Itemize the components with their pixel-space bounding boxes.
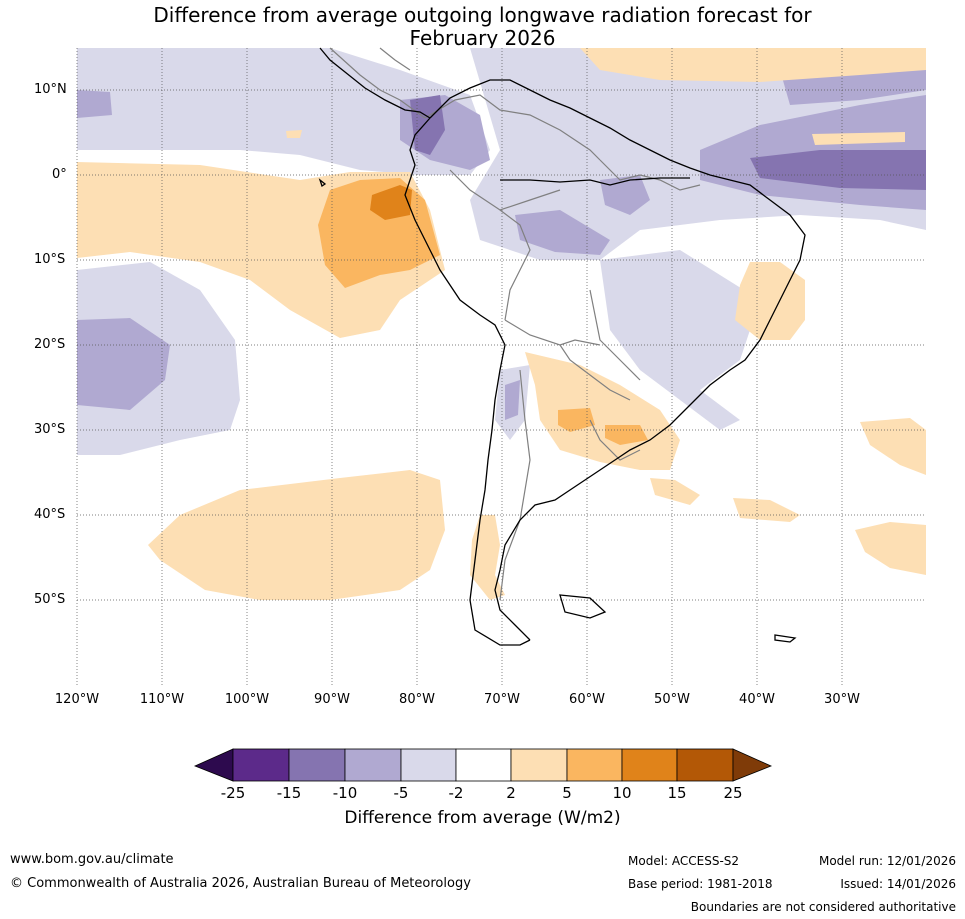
colorbar-tick: 5 — [562, 784, 572, 802]
colorbar-arrow-min — [193, 748, 234, 782]
lat-label: 40°S — [34, 507, 66, 522]
colorbar-bin — [676, 748, 734, 782]
coastlines — [318, 47, 806, 646]
positive-anomaly-fields — [77, 48, 926, 600]
lat-label: 30°S — [34, 422, 66, 437]
lon-label: 100°W — [224, 692, 270, 707]
footer-issued: Issued: 14/01/2026 — [840, 877, 956, 891]
lat-label: 0° — [52, 167, 67, 182]
footer-copyright: © Commonwealth of Australia 2026, Austra… — [10, 876, 471, 891]
colorbar-bin — [621, 748, 678, 782]
lon-label: 90°W — [314, 692, 350, 707]
colorbar-tick: -10 — [332, 784, 358, 802]
lat-label: 10°S — [34, 252, 66, 267]
colorbar-tick: 10 — [612, 784, 632, 802]
lon-label: 50°W — [654, 692, 690, 707]
footer-model: Model: ACCESS-S2 — [628, 854, 740, 868]
colorbar-tick: -25 — [220, 784, 246, 802]
map-title: Difference from average outgoing longwav… — [0, 4, 965, 50]
colorbar-tick: -5 — [393, 784, 409, 802]
colorbar-bin — [566, 748, 623, 782]
lat-label: 50°S — [34, 592, 66, 607]
negative-anomaly-fields — [77, 48, 926, 455]
lon-label: 70°W — [484, 692, 520, 707]
colorbar-tick: -2 — [448, 784, 464, 802]
lon-label: 80°W — [399, 692, 435, 707]
footer-disclaimer: Boundaries are not considered authoritat… — [690, 900, 956, 914]
colorbar-bin — [400, 748, 457, 782]
footer-url[interactable]: www.bom.gov.au/climate — [10, 852, 174, 867]
colorbar-bin — [510, 748, 568, 782]
colorbar-bin — [232, 748, 290, 782]
title-line-1: Difference from average outgoing longwav… — [153, 3, 812, 27]
colorbar — [193, 748, 773, 782]
colorbar-tick: -15 — [276, 784, 302, 802]
colorbar-bin — [344, 748, 402, 782]
colorbar-bin — [288, 748, 346, 782]
lat-label: 20°S — [34, 337, 66, 352]
title-line-2: February 2026 — [409, 26, 556, 50]
lon-label: 40°W — [739, 692, 775, 707]
colorbar-tick: 25 — [723, 784, 743, 802]
lon-label: 110°W — [139, 692, 185, 707]
footer-base-period: Base period: 1981-2018 — [628, 877, 773, 891]
lat-label: 10°N — [34, 82, 67, 97]
colorbar-arrow-max — [732, 748, 773, 782]
colorbar-tick: 2 — [506, 784, 516, 802]
lon-label: 120°W — [54, 692, 100, 707]
country-borders — [329, 47, 701, 601]
lon-label: 60°W — [569, 692, 605, 707]
footer-model-run: Model run: 12/01/2026 — [818, 854, 956, 868]
lon-label: 30°W — [824, 692, 860, 707]
colorbar-tick: 15 — [667, 784, 687, 802]
colorbar-bin — [455, 748, 512, 782]
colorbar-title: Difference from average (W/m2) — [344, 808, 621, 828]
